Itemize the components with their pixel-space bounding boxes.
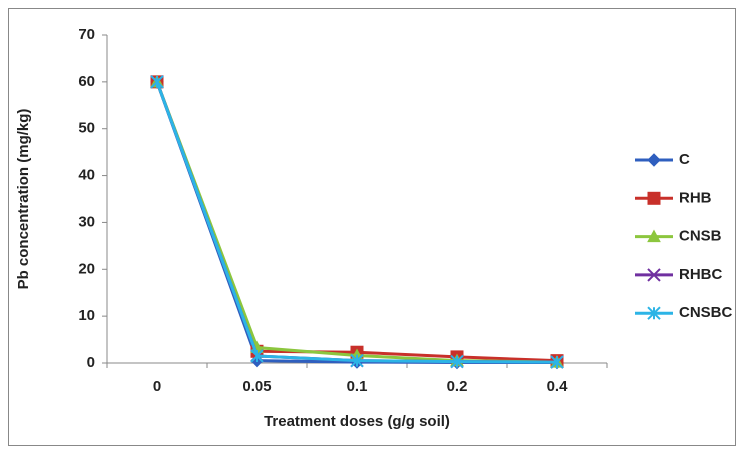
legend-label: RHBC — [679, 266, 722, 283]
legend-marker — [647, 191, 661, 205]
data-point — [350, 353, 364, 368]
x-tick-label: 0.4 — [547, 378, 569, 395]
y-tick-label: 30 — [78, 213, 95, 230]
data-point — [550, 355, 564, 369]
data-point — [250, 349, 264, 363]
data-point — [150, 75, 164, 89]
y-tick-label: 20 — [78, 260, 95, 277]
x-tick-label: 0.2 — [447, 378, 468, 395]
x-tick-label: 0 — [153, 378, 161, 395]
legend-label: CNSBC — [679, 304, 733, 321]
legend-marker — [647, 306, 661, 320]
legend-label: RHB — [679, 189, 712, 206]
legend-label: CNSB — [679, 228, 722, 245]
y-tick-label: 50 — [78, 120, 95, 137]
y-tick-label: 0 — [87, 354, 95, 371]
x-axis-title: Treatment doses (g/g soil) — [264, 413, 450, 430]
chart-border — [8, 8, 736, 446]
x-tick-label: 0.1 — [347, 378, 368, 395]
y-tick-label: 60 — [78, 73, 95, 90]
y-tick-label: 40 — [78, 167, 95, 184]
x-tick-label: 0.05 — [242, 378, 271, 395]
legend-marker — [647, 268, 661, 282]
y-tick-label: 10 — [78, 307, 95, 324]
data-point — [450, 354, 464, 369]
legend-marker — [647, 153, 661, 167]
legend-marker — [647, 229, 661, 243]
y-tick-label: 70 — [78, 26, 95, 43]
legend-label: C — [679, 151, 690, 168]
y-axis-title: Pb concentration (mg/kg) — [15, 109, 32, 290]
